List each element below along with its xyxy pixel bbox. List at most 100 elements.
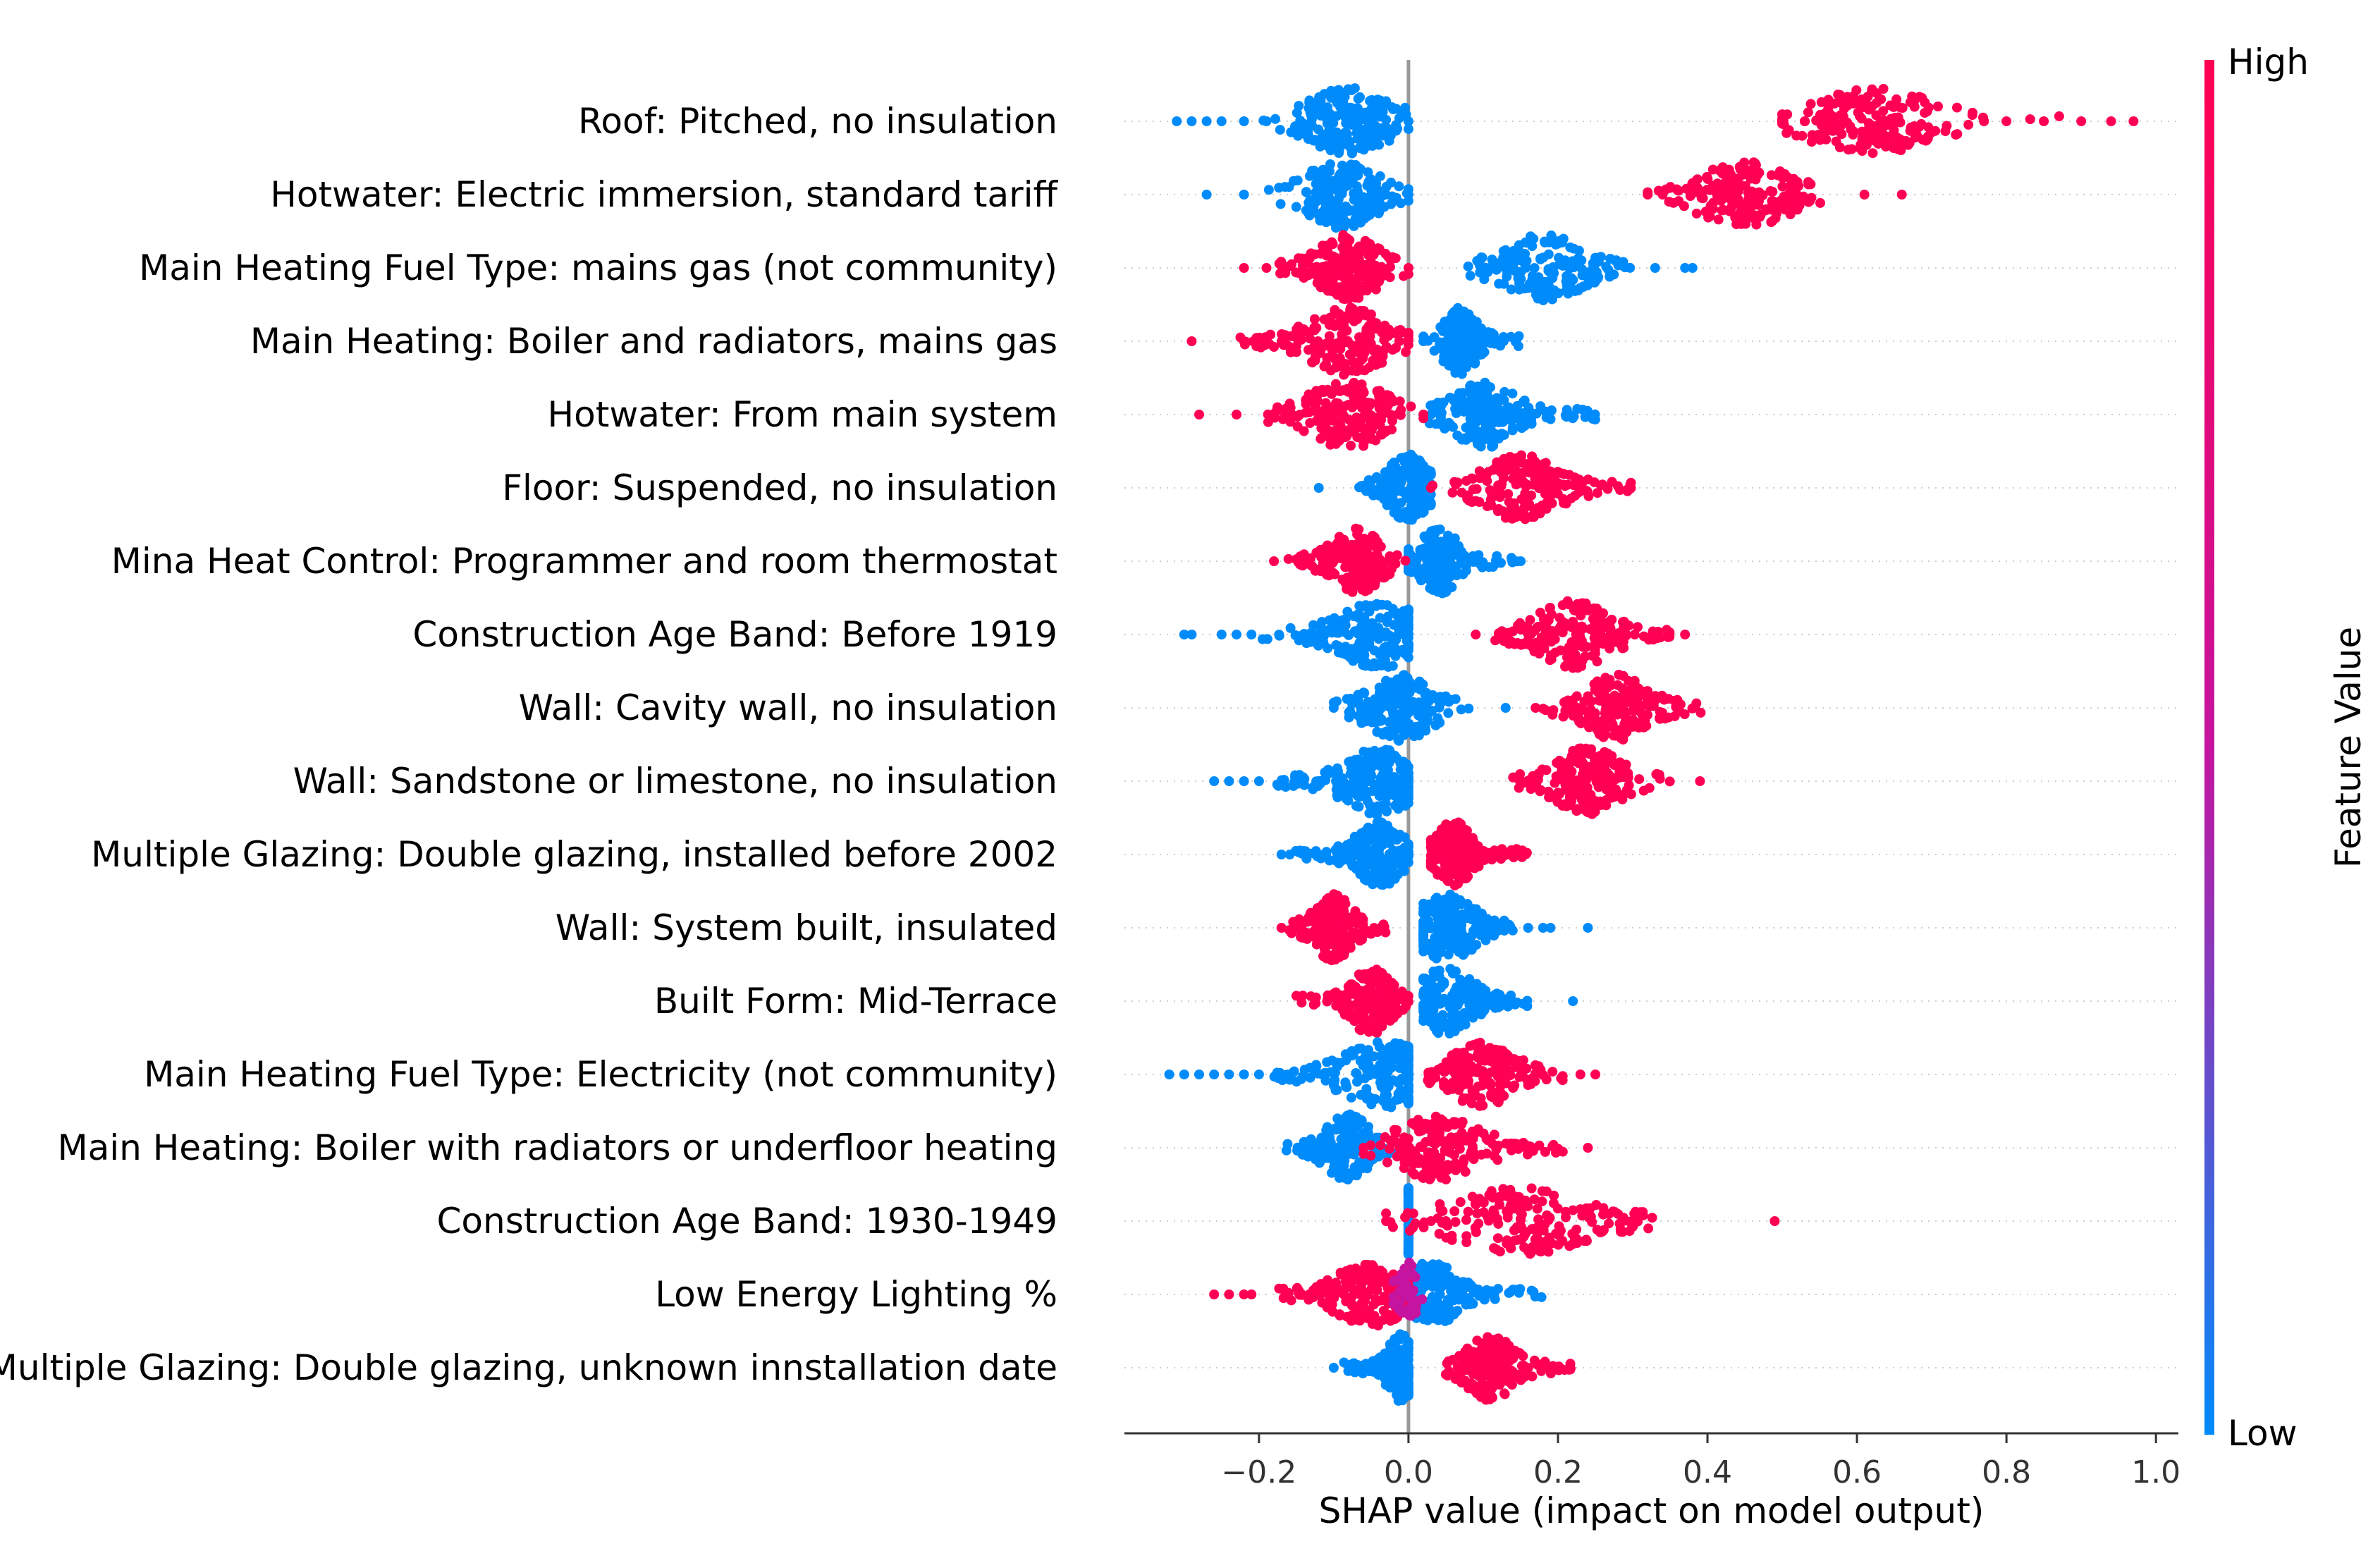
shap-point (1349, 83, 1360, 94)
shap-point (1403, 331, 1413, 341)
shap-point (1264, 338, 1275, 349)
shap-point (1591, 610, 1602, 620)
shap-point (1325, 439, 1336, 450)
shap-point (1700, 207, 1711, 217)
shap-point (1515, 618, 1526, 628)
shap-point (1301, 638, 1312, 649)
shap-point (1557, 468, 1567, 479)
shap-point (1304, 103, 1314, 114)
shap-point (1392, 504, 1402, 515)
shap-point (1455, 895, 1466, 905)
shap-point (1335, 386, 1345, 396)
shap-point (1374, 816, 1384, 826)
shap-point (1698, 193, 1708, 204)
shap-point (1545, 603, 1555, 614)
shap-point (1867, 120, 1877, 130)
shap-point (1942, 121, 1952, 131)
shap-point (1463, 422, 1473, 432)
shap-point (1743, 188, 1753, 198)
shap-point (1331, 398, 1341, 408)
shap-point (1679, 201, 1689, 212)
shap-point (1451, 998, 1461, 1008)
shap-point (1351, 393, 1361, 403)
shap-point (1873, 127, 1883, 137)
shap-point (1339, 222, 1349, 233)
shap-point (1805, 99, 1816, 109)
shap-point (1323, 924, 1334, 935)
shap-point (1442, 322, 1452, 333)
shap-point (1382, 859, 1393, 870)
shap-point (1339, 537, 1350, 547)
shap-point (1499, 278, 1509, 289)
shap-point (1547, 498, 1557, 508)
shap-point (1467, 342, 1478, 353)
shap-point (1303, 129, 1313, 140)
shap-point (1232, 630, 1241, 639)
shap-point (1358, 306, 1368, 317)
shap-point (1375, 761, 1385, 771)
shap-point (1716, 195, 1726, 206)
shap-point (1418, 336, 1429, 346)
shap-point (1452, 570, 1462, 580)
shap-point (1459, 315, 1469, 326)
shap-point (1335, 894, 1345, 905)
shap-point (1325, 145, 1336, 156)
shap-point (1400, 556, 1411, 566)
shap-point (1403, 116, 1413, 126)
shap-point (1846, 144, 1857, 154)
shap-point (1750, 162, 1761, 173)
shap-point (1754, 187, 1765, 197)
shap-point (1239, 116, 1249, 126)
shap-point (1614, 670, 1624, 680)
shap-point (1323, 643, 1333, 654)
shap-point (1574, 245, 1584, 256)
shap-point (1507, 388, 1518, 399)
shap-point (1434, 850, 1444, 860)
shap-point (1744, 199, 1755, 209)
shap-point (1566, 622, 1577, 632)
shap-point (1507, 555, 1517, 565)
shap-point (1494, 630, 1504, 641)
shap-point (1504, 1000, 1514, 1010)
shap-point (1371, 717, 1382, 728)
shap-point (1602, 682, 1612, 693)
shap-point (1456, 557, 1466, 567)
shap-point (1466, 473, 1477, 484)
shap-point (1495, 990, 1505, 1000)
shap-point (1566, 791, 1576, 802)
shap-point (1657, 190, 1668, 200)
shap-point (1304, 327, 1314, 338)
shap-point (1442, 542, 1452, 553)
shap-points (1164, 83, 2139, 1406)
shap-point (1561, 771, 1571, 780)
shap-point (1370, 825, 1381, 835)
shap-point (1325, 898, 1335, 909)
shap-point (1777, 116, 1787, 126)
shap-point (1628, 678, 1639, 688)
shap-point (1463, 261, 1473, 271)
shap-point (1487, 854, 1497, 864)
shap-point (1358, 624, 1368, 635)
shap-point (1535, 401, 1546, 412)
shap-point (1232, 410, 1241, 419)
shap-point (1496, 467, 1506, 477)
row-guides (1124, 121, 2178, 1368)
shap-point (1511, 453, 1521, 463)
shap-point (1823, 104, 1833, 115)
shap-point (1733, 195, 1743, 205)
shap-point (1358, 134, 1369, 144)
shap-point (1779, 169, 1790, 179)
feature-label: Construction Age Band: Before 1919 (412, 614, 1057, 655)
shap-point (1569, 779, 1580, 790)
shap-point (1979, 116, 1989, 126)
shap-point (1371, 357, 1382, 367)
shap-point (1315, 622, 1326, 632)
shap-point (1299, 426, 1309, 436)
shap-point (1531, 703, 1541, 713)
shap-point (1513, 341, 1523, 351)
feature-label: Main Heating: Boiler with radiators or u… (57, 1127, 1057, 1168)
shap-point (1383, 555, 1394, 565)
shap-point (1216, 630, 1227, 639)
shap-point (1324, 615, 1335, 625)
shap-point (1545, 923, 1556, 933)
